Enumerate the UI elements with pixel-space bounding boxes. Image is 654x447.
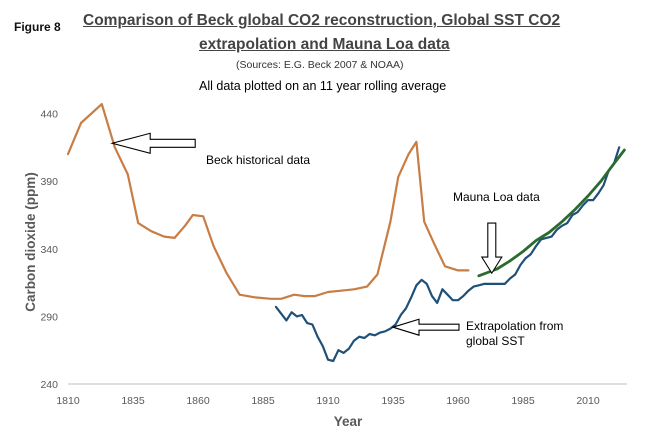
- x-tick-label: 2010: [576, 395, 600, 407]
- figure-label: Figure 8: [14, 20, 61, 34]
- x-tick-label: 1985: [511, 395, 535, 407]
- x-axis-title: Year: [334, 414, 363, 429]
- beck-annotation-text: Beck historical data: [206, 153, 310, 167]
- beck-arrow: [110, 132, 196, 154]
- x-tick-label: 1835: [121, 395, 145, 407]
- series-line-sst: [274, 146, 621, 363]
- y-tick-label: 240: [40, 379, 58, 391]
- y-tick-label: 290: [40, 311, 58, 323]
- series-line-mauna: [477, 148, 626, 278]
- sst-annotation-text: Extrapolation from: [466, 319, 563, 333]
- x-tick-label: 1860: [186, 395, 210, 407]
- y-tick-label: 440: [40, 109, 58, 121]
- y-axis-title: Carbon dioxide (ppm): [23, 172, 38, 312]
- sst-arrow: [391, 318, 460, 336]
- chart-sources: (Sources: E.G. Beck 2007 & NOAA): [236, 59, 404, 71]
- x-tick-label: 1935: [381, 395, 405, 407]
- mauna-loa-arrow: [480, 222, 503, 275]
- chart-subtitle: All data plotted on an 11 year rolling a…: [199, 79, 447, 93]
- x-tick-label: 1960: [446, 395, 470, 407]
- chart-title-line-1: Comparison of Beck global CO2 reconstruc…: [83, 12, 561, 29]
- x-tick-label: 1885: [251, 395, 275, 407]
- y-tick-label: 340: [40, 244, 58, 256]
- y-tick-label: 390: [40, 176, 58, 188]
- sst-annotation-text: global SST: [466, 334, 525, 348]
- x-tick-label: 1910: [316, 395, 340, 407]
- mauna-loa-annotation-text: Mauna Loa data: [453, 190, 540, 204]
- x-tick-label: 1810: [56, 395, 80, 407]
- series-line-beck: [66, 102, 470, 300]
- chart-title-line-2: extrapolation and Mauna Loa data: [199, 36, 450, 53]
